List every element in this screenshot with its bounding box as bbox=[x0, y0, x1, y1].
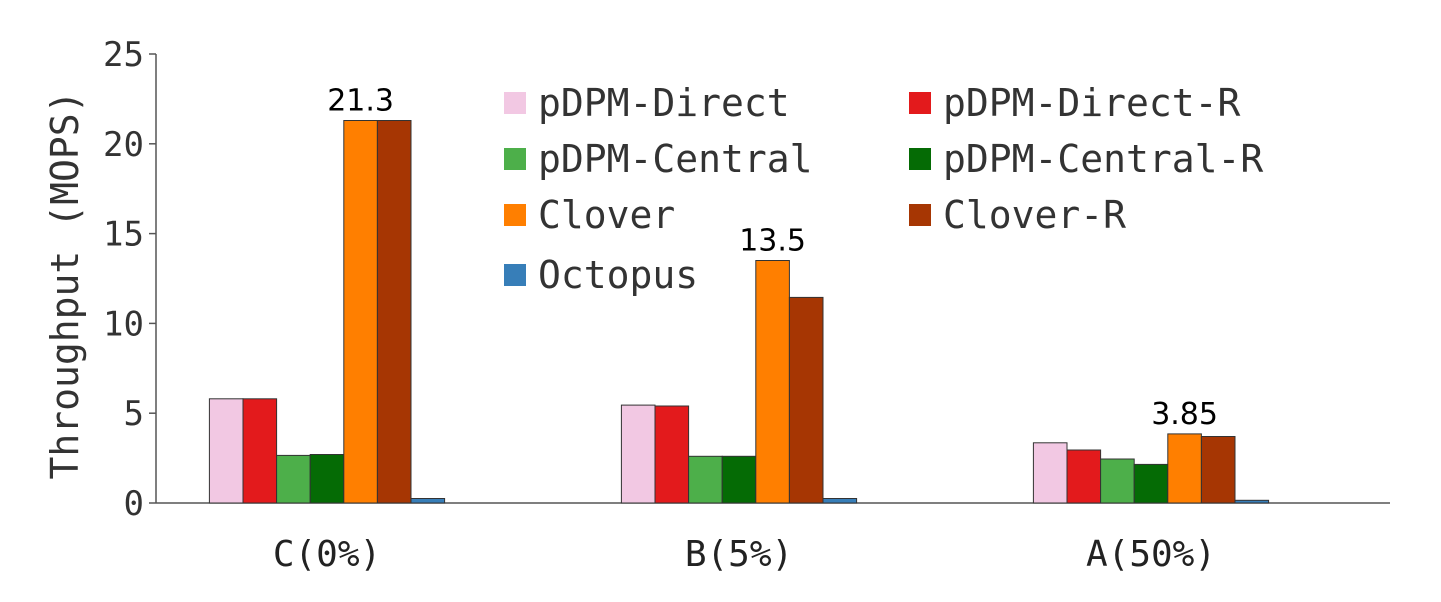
bar-clover-r bbox=[376, 120, 412, 504]
bar-clover bbox=[343, 120, 378, 504]
bar-pdpm-direct bbox=[1032, 442, 1068, 504]
x-tick-label: B(5%) bbox=[685, 534, 793, 575]
data-label: 13.5 bbox=[739, 224, 806, 259]
bar-pdpm-direct bbox=[620, 404, 656, 504]
bar-octopus bbox=[410, 498, 446, 504]
legend-label: pDPM-Direct bbox=[538, 81, 790, 125]
y-tick-label: 5 bbox=[124, 394, 144, 434]
bar-pdpm-direct-r bbox=[1066, 449, 1102, 504]
y-tick-label: 0 bbox=[124, 484, 144, 524]
bar-clover-r bbox=[788, 296, 824, 504]
legend-item: pDPM-Central-R bbox=[909, 137, 1263, 181]
legend-label: pDPM-Central-R bbox=[943, 137, 1263, 181]
bar-pdpm-central bbox=[1100, 458, 1135, 504]
legend-label: pDPM-Central bbox=[538, 137, 813, 181]
y-axis-label: Throughput (MOPS) bbox=[43, 91, 87, 480]
legend-swatch bbox=[504, 204, 526, 226]
bar-pdpm-direct-r bbox=[242, 398, 278, 504]
legend-label: Clover bbox=[538, 193, 675, 237]
bar-pdpm-direct bbox=[208, 398, 244, 504]
legend-swatch bbox=[504, 92, 526, 114]
legend-item: Clover-R bbox=[909, 193, 1126, 237]
bar-pdpm-central bbox=[276, 454, 311, 504]
legend-swatch bbox=[504, 264, 526, 286]
bar-pdpm-central-r bbox=[309, 454, 345, 504]
legend-item: pDPM-Central bbox=[504, 137, 813, 181]
legend-label: pDPM-Direct-R bbox=[943, 81, 1241, 125]
legend-label: Octopus bbox=[538, 253, 698, 297]
bar-pdpm-central-r bbox=[721, 455, 757, 504]
legend-item: Clover bbox=[504, 193, 675, 237]
bar-group-0: C(0%) bbox=[208, 120, 446, 575]
bar-pdpm-central bbox=[688, 455, 723, 504]
x-tick-label: A(50%) bbox=[1086, 534, 1216, 575]
bar-group-1: B(5%) bbox=[620, 260, 858, 575]
legend-swatch bbox=[909, 148, 931, 170]
y-tick-label: 15 bbox=[103, 215, 144, 255]
y-tick-label: 20 bbox=[103, 125, 144, 165]
legend-item: pDPM-Direct bbox=[504, 81, 790, 125]
bar-octopus bbox=[822, 498, 858, 504]
data-label: 21.3 bbox=[327, 84, 394, 119]
bar-octopus bbox=[1234, 499, 1270, 504]
y-tick-label: 25 bbox=[103, 35, 144, 75]
legend-item: pDPM-Direct-R bbox=[909, 81, 1241, 125]
data-annotations: 21.3 13.5 3.85 bbox=[327, 84, 1218, 432]
bar-clover bbox=[755, 260, 790, 504]
bar-clover bbox=[1167, 433, 1202, 504]
bar-clover-r bbox=[1200, 436, 1236, 504]
y-tick-label: 10 bbox=[103, 304, 144, 344]
x-tick-label: C(0%) bbox=[273, 534, 381, 575]
legend: pDPM-Direct pDPM-Central Clover Octopus pDPM… bbox=[504, 81, 1263, 297]
bar-pdpm-direct-r bbox=[654, 405, 690, 504]
legend-swatch bbox=[909, 204, 931, 226]
data-label: 3.85 bbox=[1151, 397, 1218, 432]
bar-pdpm-central-r bbox=[1133, 463, 1169, 504]
bar-groups: C(0%) B(5%) A(50%) bbox=[208, 120, 1270, 575]
legend-swatch bbox=[504, 148, 526, 170]
legend-item: Octopus bbox=[504, 253, 698, 297]
bar-group-2: A(50%) bbox=[1032, 433, 1270, 575]
legend-swatch bbox=[909, 92, 931, 114]
legend-label: Clover-R bbox=[943, 193, 1126, 237]
